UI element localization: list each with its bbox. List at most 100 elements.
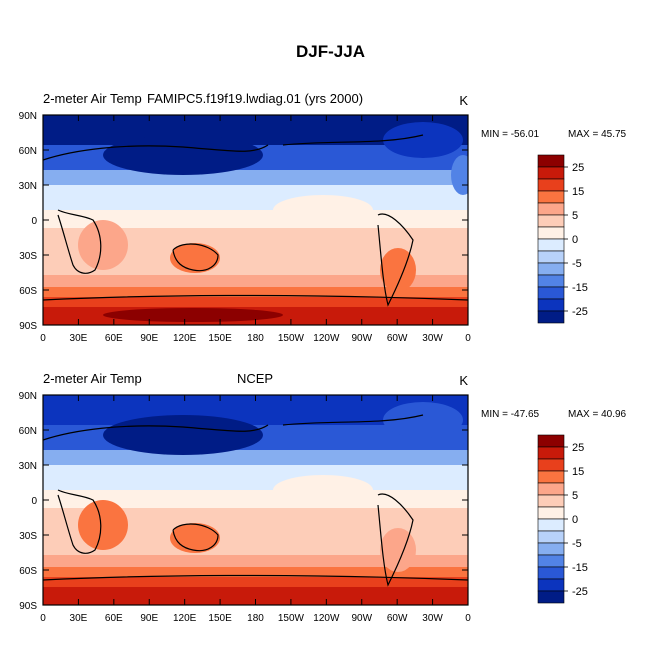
colorbar-label: -5 <box>572 258 582 270</box>
colorbar-label: 15 <box>572 466 584 478</box>
min-label: MIN = -56.01 <box>481 129 540 140</box>
y-tick-label: 60N <box>19 426 37 437</box>
x-axis: 0 30E 60E 90E 120E 150E 180 150W 120W 90W 60W 30W 0 <box>40 115 471 344</box>
y-tick-label: 30S <box>19 531 37 542</box>
temperature-field <box>43 115 468 325</box>
colorbar-swatch <box>537 470 565 484</box>
y-tick-label: 0 <box>31 496 37 507</box>
colorbar-swatch <box>537 286 565 300</box>
colorbar: 25 15 5 0 -5 -15 -25 <box>537 434 588 604</box>
colorbar-swatch <box>537 202 565 216</box>
x-tick-label: 90W <box>351 333 372 344</box>
max-label: MAX = 40.96 <box>568 409 627 420</box>
colorbar-swatch <box>537 458 565 472</box>
coastlines <box>42 414 469 587</box>
map-panel-ncep: 90N 60N 30N 0 30S 60S 90S 0 30E 60E 90E 120E 150E 18… <box>19 371 627 624</box>
panel-units: K <box>459 373 468 388</box>
y-tick-label: 30N <box>19 461 37 472</box>
x-tick-label: 180 <box>247 333 264 344</box>
y-tick-label: 60S <box>19 286 37 297</box>
colorbar-label: 0 <box>572 234 578 246</box>
temperature-field <box>43 395 468 605</box>
max-label: MAX = 45.75 <box>568 129 627 140</box>
colorbar-swatch <box>537 518 565 532</box>
y-tick-label: 30S <box>19 251 37 262</box>
y-tick-label: 90S <box>19 601 37 612</box>
x-tick-label: 60E <box>105 613 123 624</box>
colorbar-swatch <box>537 506 565 520</box>
colorbar-swatch <box>537 238 565 252</box>
colorbar-swatch <box>537 578 565 592</box>
y-tick-label: 60S <box>19 566 37 577</box>
y-tick-label: 90S <box>19 321 37 332</box>
x-tick-label: 90E <box>140 613 158 624</box>
y-tick-label: 30N <box>19 181 37 192</box>
y-axis: 90N 60N 30N 0 30S 60S 90S <box>19 391 468 612</box>
colorbar-swatch <box>537 178 565 192</box>
y-axis: 90N 60N 30N 0 30S 60S 90S <box>19 111 468 332</box>
min-label: MIN = -47.65 <box>481 409 540 420</box>
colorbar-label: 0 <box>572 514 578 526</box>
colorbar-swatch <box>537 274 565 288</box>
x-tick-label: 30W <box>422 333 443 344</box>
colorbar: 25 15 5 0 -5 -15 -25 <box>537 154 588 324</box>
colorbar-label: 25 <box>572 162 584 174</box>
colorbar-swatch <box>537 446 565 460</box>
panel-center-label: NCEP <box>237 371 273 386</box>
colorbar-swatch <box>537 298 565 312</box>
coastlines <box>42 134 469 307</box>
x-tick-label: 0 <box>40 333 46 344</box>
colorbar-label: -15 <box>572 562 588 574</box>
colorbar-swatch <box>537 262 565 276</box>
x-tick-label: 0 <box>465 613 471 624</box>
page-title: DJF-JJA <box>296 42 365 61</box>
map-panel-model: 90N 60N 30N 0 30S 60S 90S 0 30E 60E 90E 120E 150E 18… <box>19 91 627 344</box>
colorbar-swatch <box>537 542 565 556</box>
y-tick-label: 90N <box>19 111 37 122</box>
colorbar-label: 5 <box>572 490 578 502</box>
colorbar-swatch <box>537 226 565 240</box>
x-tick-label: 150E <box>208 333 232 344</box>
colorbar-label: -15 <box>572 282 588 294</box>
colorbar-label: 5 <box>572 210 578 222</box>
colorbar-swatch <box>537 566 565 580</box>
colorbar-label: 15 <box>572 186 584 198</box>
x-tick-label: 30E <box>70 613 88 624</box>
y-tick-label: 60N <box>19 146 37 157</box>
colorbar-swatch <box>537 310 565 324</box>
x-tick-label: 30E <box>70 333 88 344</box>
x-tick-label: 150W <box>278 333 305 344</box>
panel-center-label: FAMIPC5.f19f19.lwdiag.01 (yrs 2000) <box>147 91 363 106</box>
colorbar-swatch <box>537 590 565 604</box>
colorbar-swatch <box>537 482 565 496</box>
x-tick-label: 30W <box>422 613 443 624</box>
x-tick-label: 0 <box>40 613 46 624</box>
x-tick-label: 60W <box>387 613 408 624</box>
colorbar-swatch <box>537 494 565 508</box>
panel-left-label: 2-meter Air Temp <box>43 371 142 386</box>
x-tick-label: 180 <box>247 613 264 624</box>
x-tick-label: 60E <box>105 333 123 344</box>
x-tick-label: 90E <box>140 333 158 344</box>
colorbar-swatch <box>537 214 565 228</box>
x-tick-label: 90W <box>351 613 372 624</box>
x-tick-label: 120W <box>313 333 340 344</box>
x-tick-label: 60W <box>387 333 408 344</box>
y-tick-label: 90N <box>19 391 37 402</box>
colorbar-swatch <box>537 166 565 180</box>
colorbar-label: 25 <box>572 442 584 454</box>
panel-units: K <box>459 93 468 108</box>
x-axis: 0 30E 60E 90E 120E 150E 180 150W 120W 90W 60W 30W 0 <box>40 395 471 624</box>
colorbar-swatch <box>537 190 565 204</box>
colorbar-swatch <box>537 530 565 544</box>
colorbar-swatch <box>537 250 565 264</box>
x-tick-label: 120W <box>313 613 340 624</box>
colorbar-swatch <box>537 154 565 168</box>
colorbar-label: -25 <box>572 306 588 318</box>
colorbar-swatch <box>537 434 565 448</box>
x-tick-label: 0 <box>465 333 471 344</box>
colorbar-label: -5 <box>572 538 582 550</box>
colorbar-label: -25 <box>572 586 588 598</box>
y-tick-label: 0 <box>31 216 37 227</box>
